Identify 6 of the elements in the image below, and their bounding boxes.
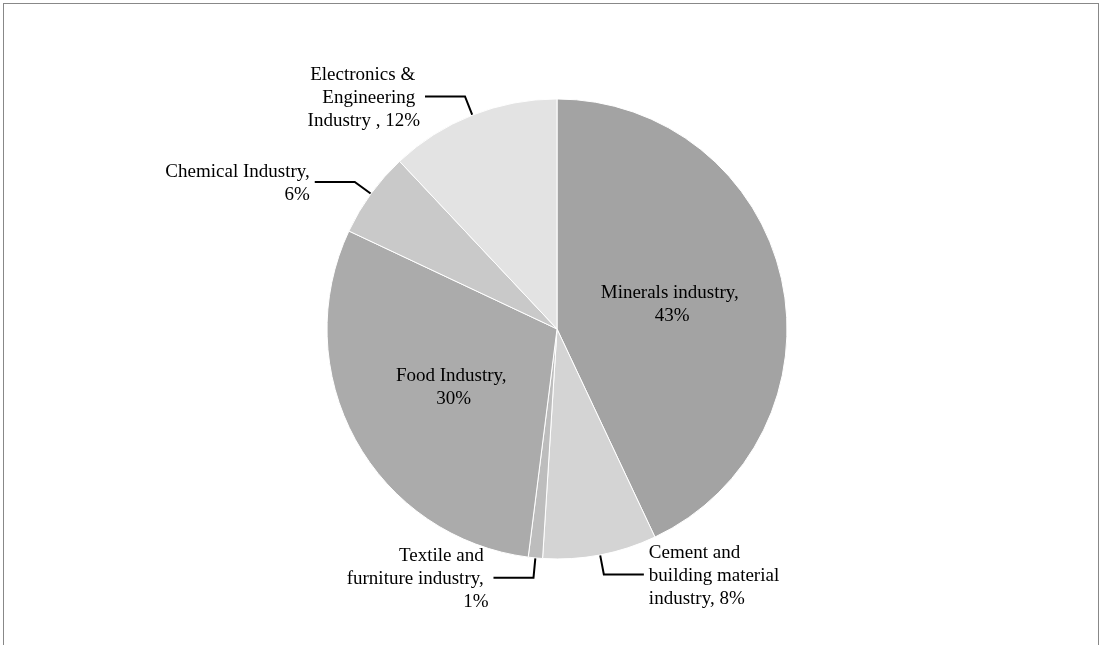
slice-label: Cement and building material industry, 8% [648, 541, 784, 609]
slice-label: Electronics & Engineering Industry , 12% [307, 63, 421, 131]
slice-label: Food Industry, 30% [395, 363, 512, 408]
slice-label: Minerals industry, 43% [600, 281, 744, 326]
slice-label: Textile and furniture industry, 1% [346, 544, 489, 612]
slice-label: Chemical Industry, 6% [165, 160, 310, 204]
